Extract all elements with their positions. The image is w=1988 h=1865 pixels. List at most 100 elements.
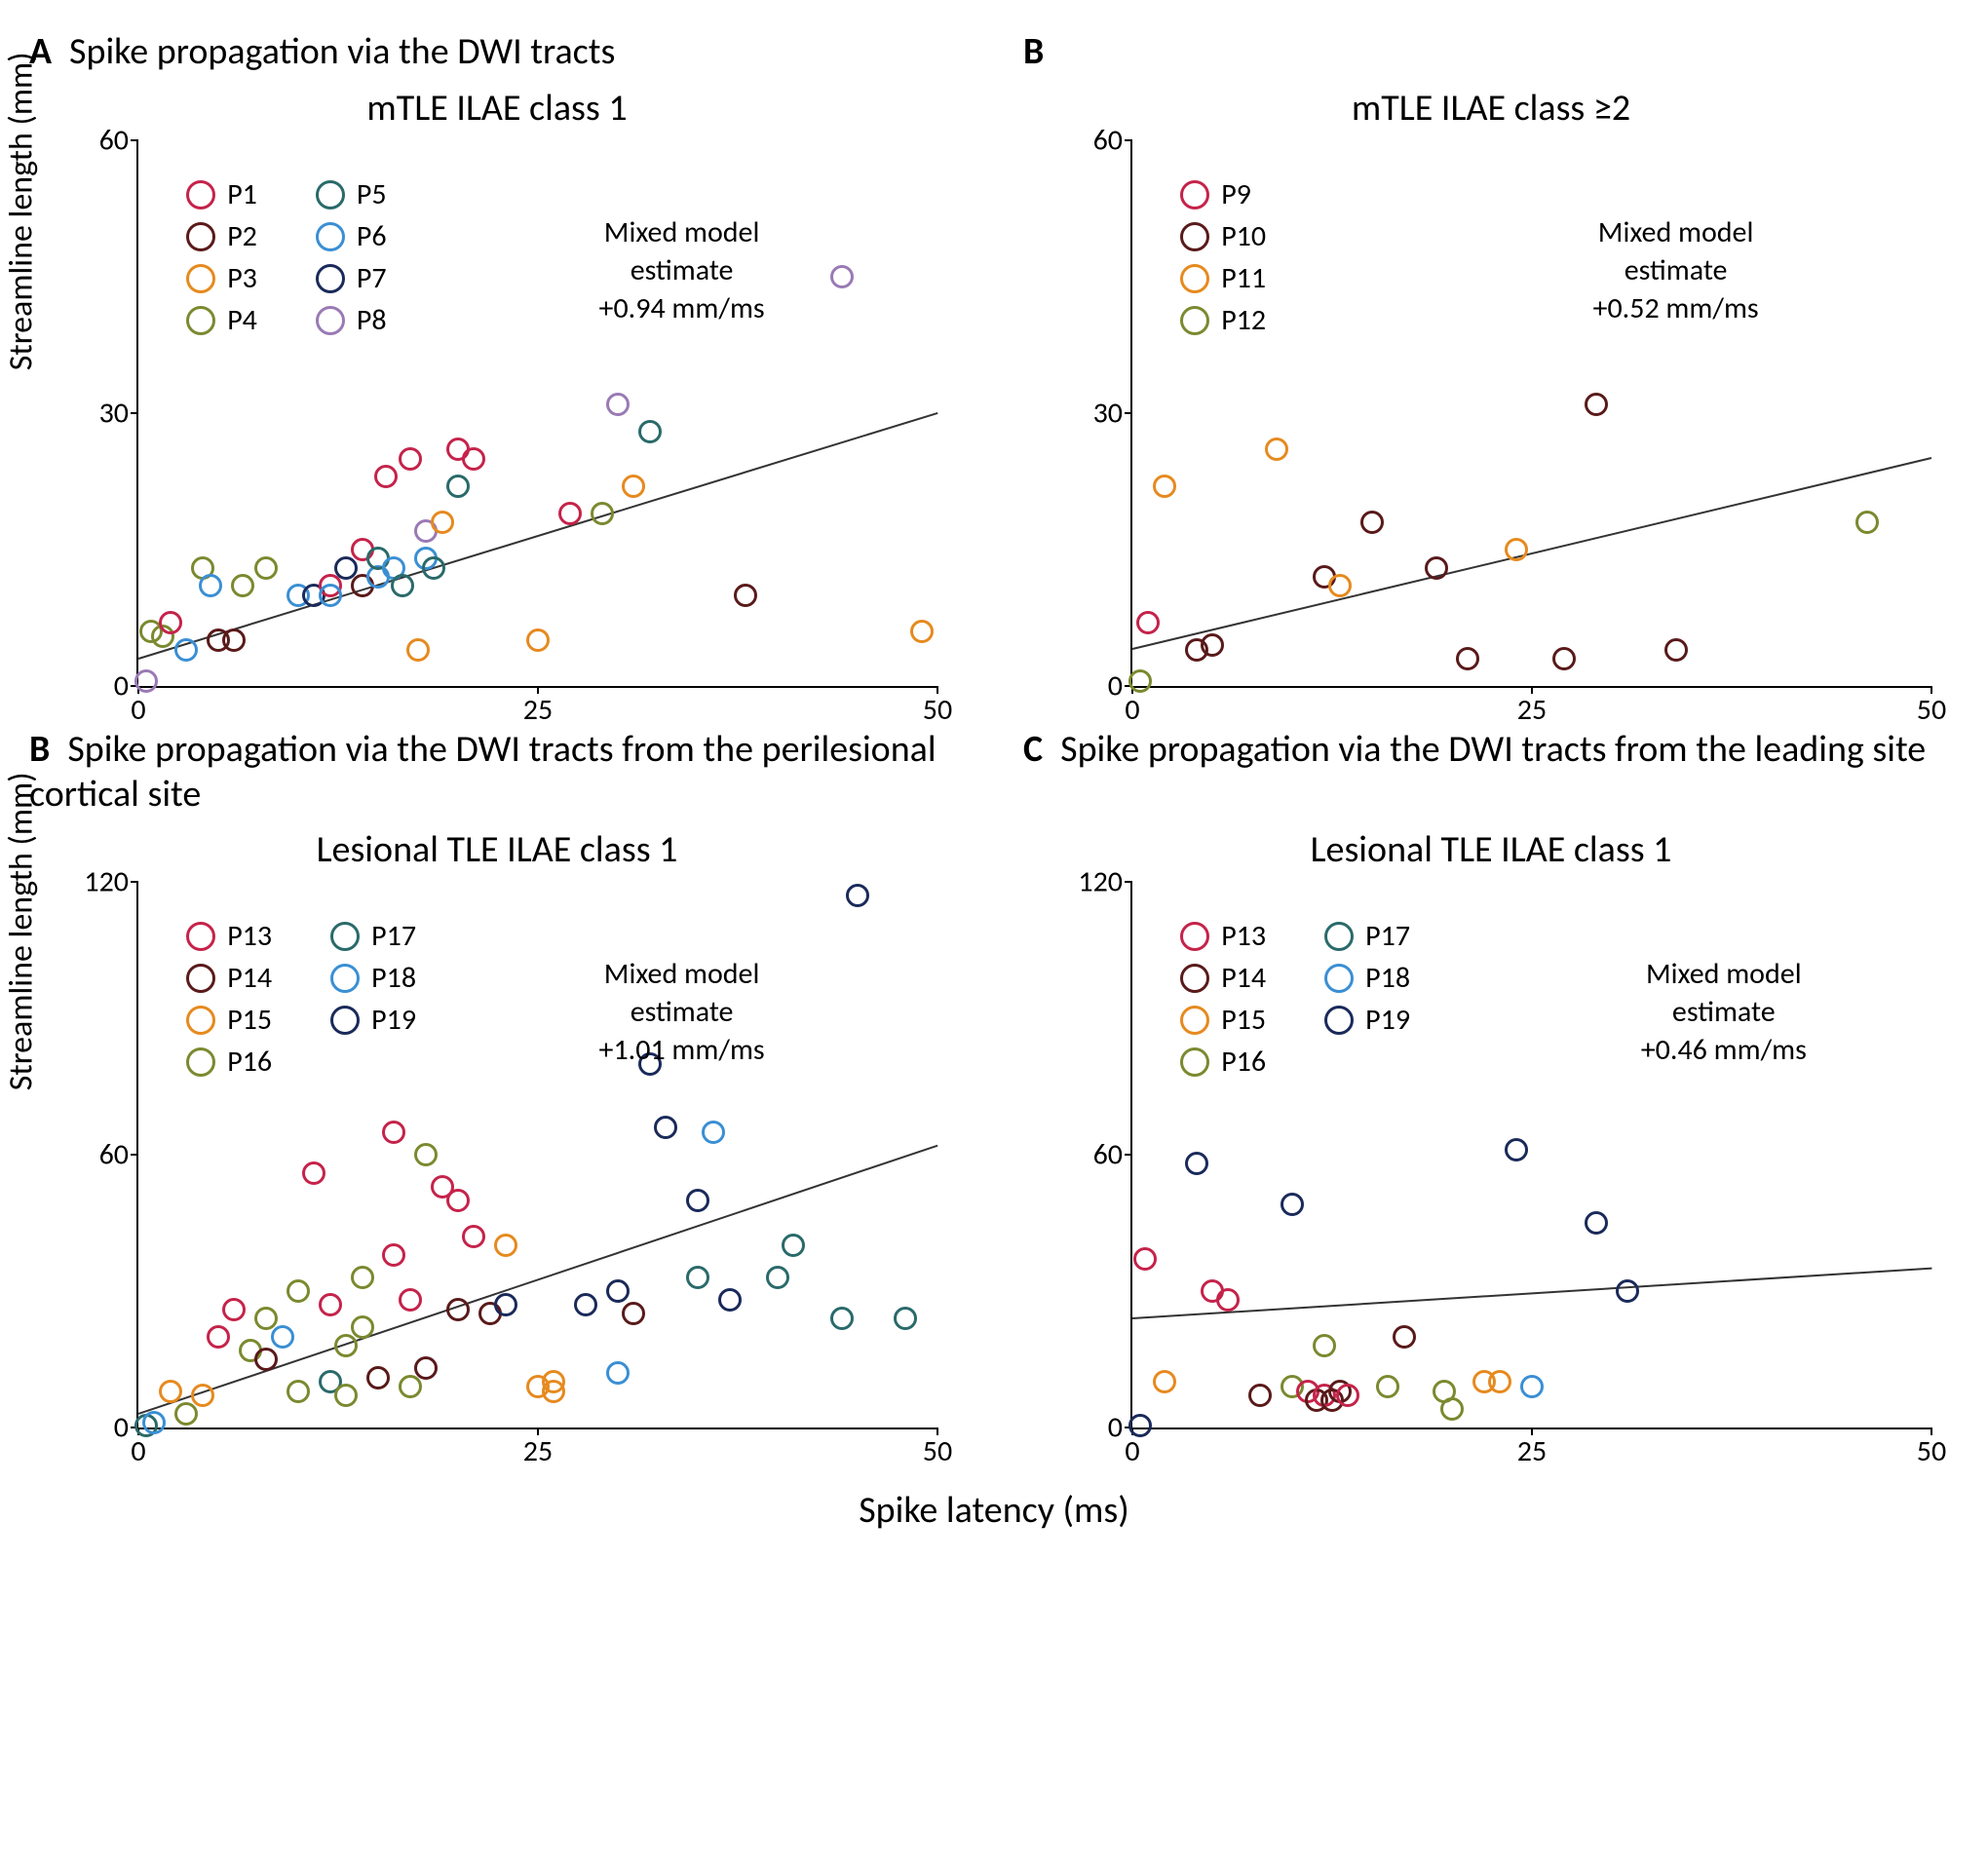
data-point: [254, 556, 278, 580]
data-point: [622, 1302, 645, 1325]
legend-label: P5: [357, 176, 387, 212]
legend-item: P19: [330, 1002, 416, 1038]
data-point: [422, 556, 445, 580]
model-estimate-annotation: Mixed model estimate+1.01 mm/ms: [554, 955, 809, 1069]
legend-item: P18: [1324, 960, 1410, 996]
legend-label: P2: [227, 218, 257, 254]
data-point: [1128, 1414, 1152, 1437]
model-estimate-annotation: Mixed model estimate+0.46 mm/ms: [1620, 955, 1827, 1069]
legend-item: P14: [1180, 960, 1266, 996]
y-tick-mark: [131, 881, 138, 883]
data-point: [334, 1384, 358, 1407]
data-point: [302, 1161, 325, 1185]
data-point: [1153, 475, 1176, 498]
data-point: [1664, 638, 1688, 662]
data-point: [351, 1266, 374, 1289]
panel-heading-text: Spike propagation via the DWI tracts: [69, 29, 615, 74]
legend-marker-icon: [1324, 1006, 1354, 1035]
data-point: [1136, 611, 1160, 634]
y-tick-mark: [1125, 881, 1132, 883]
data-point: [1248, 1384, 1272, 1407]
panel-subtitle: Lesional TLE ILAE class 1: [1023, 827, 1959, 872]
data-point: [446, 1189, 470, 1212]
plot-area: 0306002550P9P10P11P12Mixed model estimat…: [1130, 140, 1931, 688]
data-point: [1456, 647, 1479, 670]
data-point: [462, 1225, 485, 1248]
legend-item: P13: [186, 918, 272, 954]
legend-item: P10: [1180, 218, 1266, 254]
legend-marker-icon: [1180, 180, 1209, 209]
x-tick-mark: [1931, 1427, 1932, 1435]
panel-subtitle: mTLE ILAE class 1: [29, 86, 965, 131]
data-point: [638, 420, 662, 443]
panel-heading-text: Spike propagation via the DWI tracts fro…: [29, 727, 937, 817]
data-point: [374, 465, 398, 488]
data-point: [782, 1234, 805, 1257]
data-point: [734, 584, 757, 607]
data-point: [526, 628, 550, 652]
legend-item: P11: [1180, 260, 1266, 296]
legend-marker-icon: [316, 180, 345, 209]
legend-marker-icon: [1180, 222, 1209, 251]
data-point: [319, 1293, 342, 1316]
chart-wrap: 06012002550P13P14P15P16P17P18P19Mixed mo…: [1130, 882, 1959, 1429]
data-point: [287, 1380, 310, 1403]
panel-heading: CSpike propagation via the DWI tracts fr…: [1023, 727, 1959, 819]
legend-marker-icon: [1324, 964, 1354, 993]
data-point: [446, 1298, 470, 1321]
legend-item: P16: [186, 1044, 272, 1080]
data-point: [391, 574, 414, 597]
legend-label: P8: [357, 302, 387, 338]
legend-label: P17: [371, 918, 416, 954]
legend-label: P13: [227, 918, 272, 954]
data-point: [1552, 647, 1576, 670]
legend-item: P14: [186, 960, 272, 996]
data-point: [199, 574, 222, 597]
legend-item: P1: [186, 176, 257, 212]
legend-marker-icon: [186, 1006, 215, 1035]
data-point: [382, 1243, 405, 1267]
data-point: [222, 1298, 246, 1321]
data-point: [191, 1384, 214, 1407]
data-point: [558, 502, 582, 525]
x-tick-mark: [937, 686, 938, 694]
data-point: [591, 502, 614, 525]
fit-line: [138, 1144, 937, 1414]
legend-item: P8: [316, 302, 387, 338]
chart-wrap: 06012002550P13P14P15P16P17P18P19Mixed mo…: [136, 882, 965, 1429]
data-point: [846, 884, 869, 907]
data-point: [910, 620, 934, 643]
legend-marker-icon: [1324, 922, 1354, 951]
data-point: [1488, 1370, 1511, 1393]
y-axis-label: Streamline length (mm): [2, 52, 42, 370]
data-point: [1265, 438, 1288, 461]
fit-line: [138, 412, 937, 659]
legend-marker-icon: [186, 922, 215, 951]
legend-label: P16: [227, 1044, 272, 1080]
x-tick-mark: [937, 1427, 938, 1435]
panel-heading-text: Spike propagation via the DWI tracts fro…: [1060, 727, 1926, 772]
data-point: [1505, 1138, 1528, 1161]
y-tick-mark: [131, 139, 138, 141]
data-point: [606, 1279, 630, 1303]
legend-label: P9: [1221, 176, 1251, 212]
model-estimate-annotation: Mixed model estimate+0.94 mm/ms: [554, 213, 809, 327]
data-point: [1313, 1334, 1336, 1357]
legend-marker-icon: [186, 1047, 215, 1077]
legend-marker-icon: [186, 264, 215, 293]
data-point: [1328, 574, 1352, 597]
data-point: [606, 1361, 630, 1385]
data-point: [574, 1293, 597, 1316]
legend-label: P19: [371, 1002, 416, 1038]
x-tick-mark: [1531, 686, 1533, 694]
data-point: [766, 1266, 789, 1289]
data-point: [174, 1402, 198, 1426]
data-point: [718, 1288, 742, 1312]
legend-marker-icon: [316, 306, 345, 335]
data-point: [271, 1325, 294, 1349]
data-point: [654, 1116, 677, 1139]
fit-line: [1132, 457, 1931, 649]
data-point: [254, 1348, 278, 1371]
plot-area: 06012002550P13P14P15P16P17P18P19Mixed mo…: [1130, 882, 1931, 1429]
data-point: [1425, 556, 1448, 580]
